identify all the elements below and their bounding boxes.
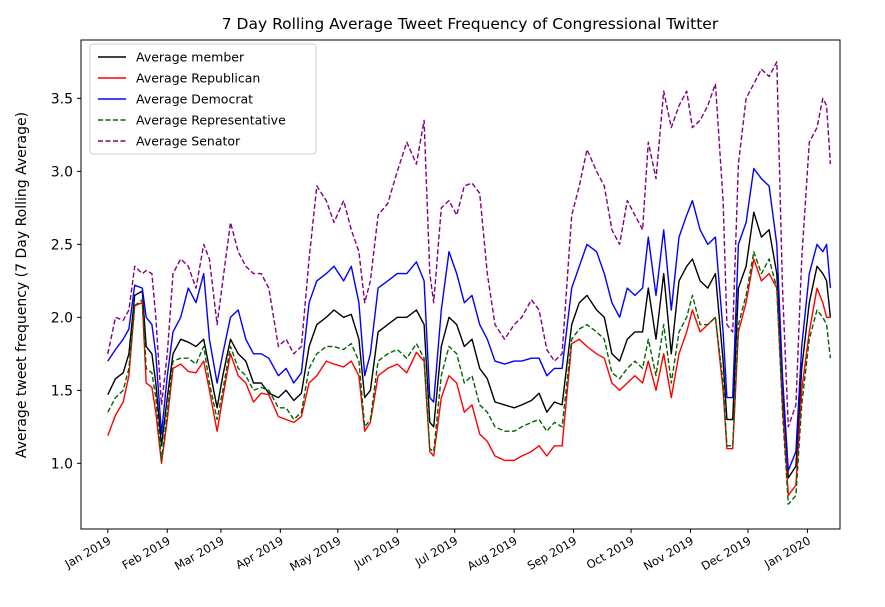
x-tick-label: Jan 2020 [761, 533, 813, 571]
x-tick-label: Sep 2019 [525, 533, 579, 572]
y-axis-label: Average tweet frequency (7 Day Rolling A… [14, 112, 30, 458]
x-tick-label: May 2019 [287, 533, 343, 573]
x-tick-label: Oct 2019 [584, 533, 637, 572]
x-tick-label: Jul 2019 [412, 533, 460, 569]
x-tick-label: Mar 2019 [172, 533, 226, 572]
y-tick-label: 3.5 [51, 91, 73, 107]
y-tick-label: 1.5 [51, 383, 73, 399]
legend: Average member Average Republican Average … [89, 43, 317, 155]
x-tick-label: Dec 2019 [699, 533, 754, 573]
y-tick-label: 3.0 [51, 164, 73, 180]
legend-label: Average Republican [136, 71, 260, 86]
legend-label: Average Representative [136, 113, 286, 128]
legend-label: Average member [136, 50, 245, 65]
legend-box [89, 43, 317, 155]
x-tick-label: Jun 2019 [351, 533, 403, 571]
y-tick-label: 2.5 [51, 237, 73, 253]
y-tick-label: 2.0 [51, 310, 73, 326]
x-tick-label: Jan 2019 [62, 533, 114, 571]
legend-label: Average Democrat [136, 92, 253, 107]
series-line-4 [107, 251, 832, 505]
chart-title: 7 Day Rolling Average Tweet Frequency of… [222, 15, 719, 33]
x-tick-label: Aug 2019 [465, 533, 520, 573]
legend-label: Average Senator [136, 134, 241, 149]
series-line-3 [107, 167, 832, 472]
y-tick-label: 1.0 [51, 456, 73, 472]
x-tick-label: Apr 2019 [233, 533, 286, 572]
axes-frame [80, 39, 841, 530]
series-line-5 [107, 61, 832, 428]
x-tick-label: Nov 2019 [641, 533, 696, 573]
x-tick-label: Feb 2019 [120, 533, 173, 572]
series-line-1 [107, 211, 832, 479]
